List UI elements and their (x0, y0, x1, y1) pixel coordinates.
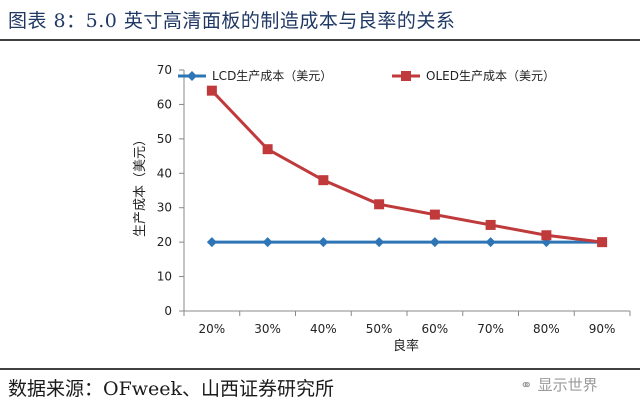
series-oled (206, 85, 608, 248)
data-point (206, 237, 217, 248)
data-point (429, 237, 440, 248)
x-tick-label: 60% (422, 322, 449, 336)
data-point (318, 237, 329, 248)
y-tick-label: 20 (157, 235, 172, 249)
x-tick-label: 30% (254, 322, 281, 336)
y-tick-label: 0 (164, 304, 172, 318)
wechat-icon: ⚭ (520, 376, 533, 394)
data-point (374, 237, 385, 248)
y-tick-label: 10 (157, 270, 172, 284)
x-tick-label: 70% (477, 322, 504, 336)
x-tick-label: 20% (199, 322, 226, 336)
data-point (318, 175, 329, 186)
legend-entry: LCD生产成本（美元） (178, 69, 332, 83)
y-axis: 0 10 20 30 40 50 60 70 (157, 63, 185, 318)
legend-label: LCD生产成本（美元） (212, 69, 332, 83)
source-note: 数据来源：OFweek、山西证券研究所 (8, 378, 335, 400)
legend: LCD生产成本（美元） OLED生产成本（美元） (178, 69, 555, 83)
data-point (541, 230, 552, 241)
series-lcd (206, 237, 608, 248)
data-point (485, 237, 496, 248)
y-tick-label: 30 (157, 201, 172, 215)
x-tick-label: 90% (589, 322, 616, 336)
data-point (262, 237, 273, 248)
y-tick-label: 50 (157, 132, 172, 146)
legend-marker (187, 71, 197, 81)
x-tick-label: 40% (310, 322, 337, 336)
data-point (374, 199, 385, 210)
x-axis-label: 良率 (393, 338, 419, 354)
data-point (429, 209, 440, 220)
legend-marker (401, 71, 411, 81)
x-tick-label: 50% (366, 322, 393, 336)
data-point (485, 219, 496, 230)
series-group (206, 85, 608, 248)
legend-label: OLED生产成本（美元） (426, 69, 555, 83)
watermark: ⚭ 显示世界 (520, 374, 598, 395)
data-point (206, 85, 217, 96)
y-axis-label: 生产成本（美元） (133, 133, 148, 237)
x-tick-label: 80% (533, 322, 560, 336)
figure-title: 图表 8：5.0 英寸高清面板的制造成本与良率的关系 (8, 10, 456, 32)
data-point (262, 144, 273, 155)
top-rule (0, 39, 640, 41)
series-line (210, 89, 603, 244)
y-tick-label: 40 (157, 166, 172, 180)
watermark-text: 显示世界 (537, 376, 598, 394)
bottom-rule (0, 368, 640, 370)
x-axis: 20% 30% 40% 50% 60% 70% 80% 90% (183, 310, 631, 336)
legend-entry: OLED生产成本（美元） (392, 69, 555, 83)
y-tick-label: 70 (157, 63, 172, 77)
data-point (597, 237, 608, 248)
y-tick-label: 60 (157, 97, 172, 111)
